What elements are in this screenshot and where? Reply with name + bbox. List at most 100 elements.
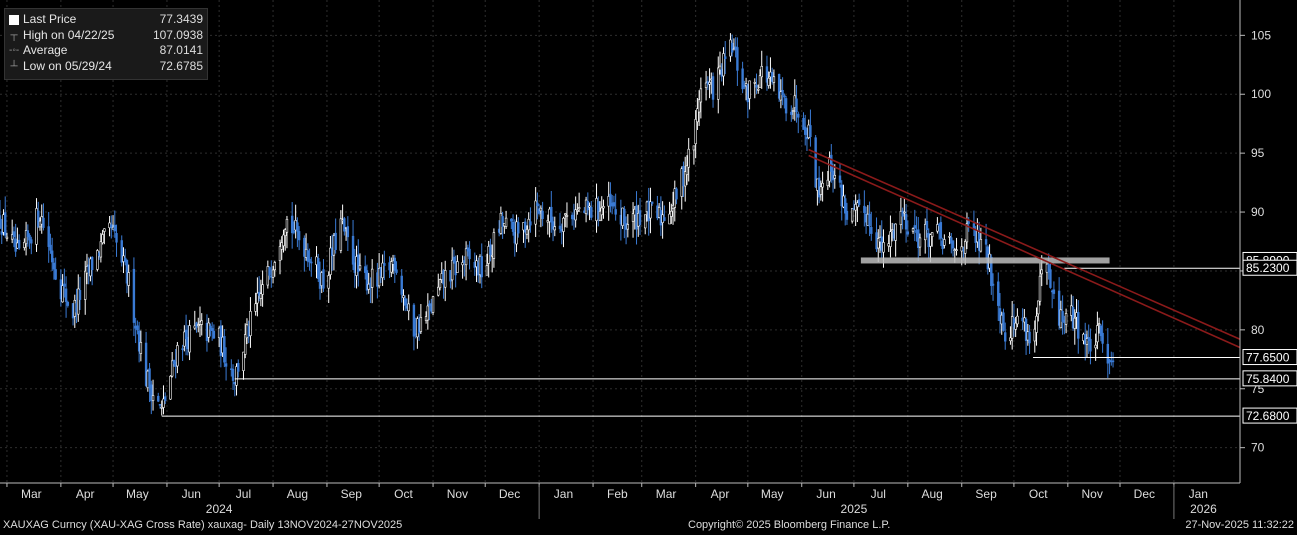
y-tick-label: 70 (1251, 441, 1265, 455)
candle-body (1106, 343, 1110, 364)
x-tick-label: Aug (287, 487, 308, 501)
candle-body (99, 241, 103, 258)
level-label: 85.2300 (1246, 261, 1290, 275)
candle-body (404, 298, 407, 306)
candle-body (826, 179, 830, 187)
candle-body (164, 396, 167, 401)
candle-body (609, 193, 612, 207)
x-tick-label: Dec (1134, 487, 1155, 501)
candle-body (444, 270, 447, 288)
candle-body (936, 224, 939, 232)
candle-body (139, 342, 143, 354)
candle-body (115, 233, 118, 243)
candle-body (586, 201, 590, 211)
candle-body (998, 308, 1002, 322)
x-tick-label: Oct (394, 487, 413, 501)
candle-body (784, 98, 788, 114)
candle-body (282, 234, 285, 247)
candle-body (903, 211, 906, 214)
candle-body (663, 217, 666, 221)
candle-body (64, 288, 68, 302)
y-tick-label: 105 (1251, 28, 1271, 42)
candle-body (78, 290, 82, 300)
candle-body (278, 246, 282, 262)
candle-body (562, 217, 565, 232)
candle-body (918, 237, 922, 248)
x-tick-label: Jul (871, 487, 886, 501)
average-line-icon: -◦- (9, 45, 20, 56)
candle-body (1073, 317, 1076, 329)
candle-body (28, 234, 31, 241)
candle-body (753, 82, 756, 84)
candle-body (5, 236, 9, 239)
candle-body (63, 283, 66, 287)
candle-body (317, 258, 320, 279)
candle-body (464, 248, 468, 266)
candle-body (838, 175, 842, 183)
candle-body (777, 74, 781, 99)
candle-body (296, 222, 299, 232)
candle-body (814, 137, 817, 188)
candle-body (675, 188, 678, 200)
candle-body (724, 56, 727, 59)
candle-body (223, 336, 226, 363)
candle-body (431, 296, 435, 313)
candle-body (765, 66, 769, 83)
legend-label: Last Price (23, 12, 77, 26)
x-tick-label: Sep (975, 487, 997, 501)
candle-body (730, 42, 734, 53)
candle-body (899, 211, 903, 226)
candle-body (127, 272, 130, 286)
y-tick-label: 90 (1251, 205, 1265, 219)
candle-body (736, 47, 739, 71)
candle-body (536, 202, 539, 207)
candle-body (407, 303, 410, 312)
candle-body (755, 84, 758, 88)
candle-body (461, 262, 464, 266)
candle-body (235, 366, 238, 386)
candle-body (370, 268, 374, 288)
candle-body (614, 209, 617, 215)
candle-body (437, 286, 440, 296)
candle-body (273, 262, 276, 271)
candle-body (268, 267, 271, 276)
candle-body (870, 227, 873, 234)
candle-body (882, 242, 885, 253)
candle-body (854, 204, 857, 211)
x-tick-label: Apr (76, 487, 95, 501)
candle-body (990, 256, 993, 286)
candle-body (906, 231, 910, 235)
candle-body (504, 217, 508, 227)
y-tick-label: 80 (1251, 323, 1265, 337)
candle-body (717, 67, 720, 100)
candle-body (612, 202, 616, 207)
candle-body (890, 229, 894, 232)
level-label-box (1242, 407, 1297, 424)
candle-body (1097, 323, 1101, 326)
candle-body (1016, 315, 1019, 325)
candle-body (1033, 328, 1036, 342)
footer-copyright: Copyright© 2025 Bloomberg Finance L.P. (688, 519, 891, 531)
y-tick-label: 100 (1251, 87, 1271, 101)
candle-body (438, 279, 442, 289)
candle-body (364, 266, 367, 273)
x-tick-label: Jun (182, 487, 201, 501)
candle-body (52, 262, 56, 270)
candle-body (760, 66, 763, 78)
candle-body (456, 261, 459, 273)
candle-body (224, 363, 228, 367)
candle-body (991, 283, 995, 286)
y-axis: 70758085909510010585.890085.230077.65007… (1239, 0, 1297, 483)
candle-body (393, 257, 396, 271)
candle-body (913, 225, 916, 229)
candle-body (930, 232, 934, 237)
x-tick-label: Mar (21, 487, 42, 501)
candle-body (955, 249, 958, 251)
x-tick-label: May (761, 487, 784, 501)
candle-body (534, 200, 537, 225)
candle-body (697, 99, 701, 113)
candle-body (77, 288, 80, 315)
candle-body (767, 77, 770, 86)
candle-body (791, 110, 795, 112)
x-tick-label: Jul (236, 487, 251, 501)
